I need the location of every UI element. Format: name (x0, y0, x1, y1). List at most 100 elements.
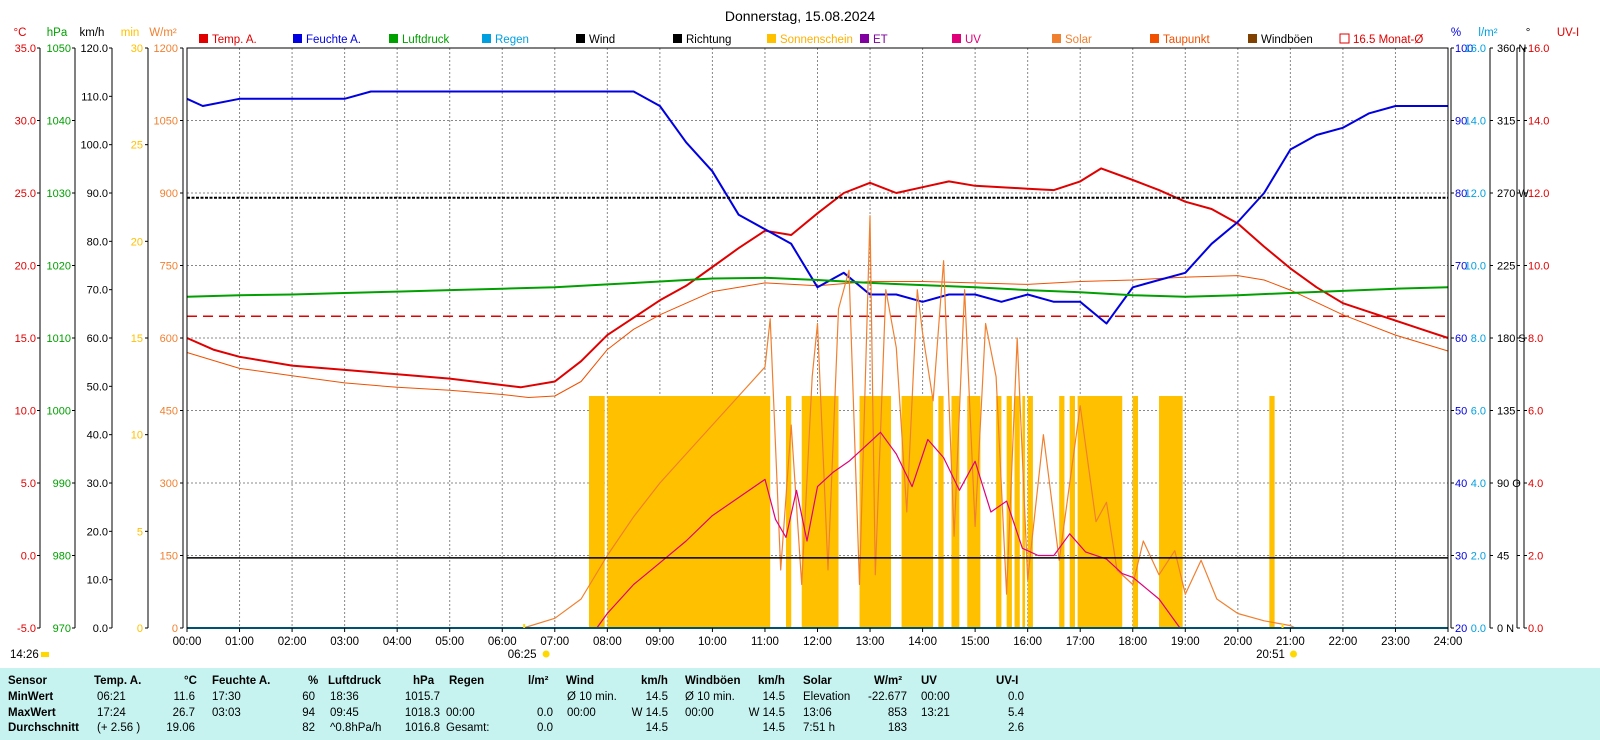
axis-tick-label: 315 (1497, 116, 1515, 128)
current-time-label: 14:26 (10, 649, 39, 661)
legend-label: Solar (1065, 34, 1092, 46)
x-tick-label: 03:00 (330, 636, 359, 648)
sunshine-bar (1069, 396, 1075, 628)
legend-label: Luftdruck (402, 34, 450, 46)
sunshine-bar (801, 396, 839, 628)
stats-cell-wind-t: 00:00 (567, 706, 596, 719)
stats-cell-temp-v: 11.6 (173, 691, 195, 703)
axis-tick-label: 2.0 (1471, 551, 1486, 563)
stats-header-press: Luftdruck (328, 675, 382, 687)
stats-cell-press-t: 18:36 (330, 691, 359, 703)
axis-tick-label: 15 (131, 333, 143, 345)
legend-swatch (482, 34, 491, 43)
axis-tick-label: 300 (160, 478, 178, 490)
stats-header-wind: Wind (566, 675, 594, 687)
axis-tick-label: 6.0 (1471, 406, 1486, 418)
axis-tick-label: 12.0 (1465, 188, 1486, 200)
legend-label: Windböen (1261, 34, 1313, 46)
axis-tick-label: 90 (1455, 116, 1467, 128)
axis-tick-label: 750 (160, 261, 178, 273)
x-tick-label: 20:00 (1223, 636, 1252, 648)
axis-tick-label: 1010 (47, 333, 71, 345)
axis-tick-label: 70.0 (87, 285, 108, 297)
axis-tick-label: 90 O (1497, 478, 1521, 490)
axis-tick-label: 0.0 (93, 623, 108, 635)
axis-tick-label: 10.0 (1465, 261, 1486, 273)
stats-cell-wind-v: W 14.5 (631, 706, 668, 719)
stats-cell-solar-t: 7:51 h (803, 722, 835, 734)
axis-tick-label: 80.0 (87, 236, 108, 248)
axis-tick-label: 15.0 (15, 333, 36, 345)
axis-tick-label: 120.0 (80, 43, 108, 55)
stats-cell-solar-v: 853 (887, 706, 907, 719)
axis-tick-label: 25 (131, 140, 143, 152)
x-tick-label: 09:00 (645, 636, 674, 648)
axis-tick-label: 10.0 (15, 406, 36, 418)
axis-tick-label: 60.0 (87, 333, 108, 345)
axis-tick-label: 8.0 (1528, 333, 1543, 345)
axis-tick-label: 6.0 (1528, 406, 1543, 418)
axis-tick-label: 10 (131, 430, 143, 442)
axis-unit-right: % (1451, 27, 1461, 39)
stats-cell-temp-v: 26.7 (172, 706, 195, 719)
axis-tick-label: 30 (131, 43, 143, 55)
axis-tick-label: 2.0 (1528, 551, 1543, 563)
stats-header-hum: Feuchte A. (212, 675, 271, 687)
weather-chart: Donnerstag, 15.08.2024 Temp. A. Feuchte A… (10, 8, 1579, 661)
axis-tick-label: 270 W (1497, 188, 1529, 200)
series-line-luftdruck (186, 276, 1449, 298)
stats-header-rain: Regen (449, 675, 485, 687)
stats-cell-solar-t: Elevation (803, 691, 851, 703)
axis-tick-label: 0 (137, 623, 143, 635)
stats-cell-press-v: 1015.7 (404, 691, 440, 703)
stats-cell-press-v: 1018.3 (404, 706, 440, 719)
x-tick-label: 17:00 (1066, 636, 1095, 648)
axis-unit-left: min (121, 27, 140, 39)
axis-tick-label: 135 (1497, 406, 1515, 418)
axis-unit-right: l/m² (1478, 27, 1497, 39)
axis-tick-label: 16.0 (1465, 43, 1486, 55)
axis-tick-label: 70 (1455, 261, 1467, 273)
legend-swatch (293, 34, 302, 43)
axis-tick-label: 360 N (1497, 43, 1526, 55)
sunshine-bar (1022, 396, 1026, 628)
stats-cell-wind-v: 14.5 (645, 722, 668, 734)
stats-header-gust: Windböen (685, 675, 741, 687)
axis-tick-label: 80 (1455, 188, 1467, 200)
x-tick-label: 10:00 (698, 636, 727, 648)
sunshine-bar (996, 396, 1002, 628)
axis-tick-label: 970 (53, 623, 71, 635)
axis-tick-label: 990 (53, 478, 71, 490)
axis-tick-label: 225 (1497, 261, 1515, 273)
stats-cell-press-t: ^0.8hPa/h (330, 722, 382, 734)
stats-cell-uv-t: 13:21 (921, 706, 950, 719)
sunshine-bar (1027, 396, 1033, 628)
x-tick-label: 08:00 (593, 636, 622, 648)
axis-tick-label: 1020 (47, 261, 71, 273)
axis-unit-left: hPa (47, 27, 68, 39)
axis-tick-label: 90.0 (87, 188, 108, 200)
chart-legend: Temp. A. Feuchte A. Luftdruck Regen Wind Rich… (199, 33, 1423, 46)
stats-cell-gust-t: 00:00 (685, 706, 714, 719)
axis-tick-label: 14.0 (1528, 116, 1549, 128)
stats-cell-press-t: 09:45 (330, 706, 359, 719)
stats-header-solar-unit: W/m² (874, 675, 903, 687)
x-tick-label: 22:00 (1329, 636, 1358, 648)
axis-tick-label: 600 (160, 333, 178, 345)
stats-header-uv-unit: UV-I (996, 675, 1019, 687)
stats-cell-solar-t: 13:06 (803, 706, 832, 719)
axis-tick-label: 0.0 (21, 551, 36, 563)
series-line-uv (596, 431, 1181, 629)
x-axis: 00:00 01:00 02:00 03:00 04:00 05:00 06:00 07:00… (10, 624, 1462, 661)
stats-cell-hum-v: 60 (302, 691, 315, 703)
axis-tick-label: 0 N (1497, 623, 1514, 635)
axis-tick-label: 40.0 (87, 430, 108, 442)
axis-tick-label: 5 (137, 526, 143, 538)
axis-tick-label: 5.0 (21, 478, 36, 490)
legend-label: Taupunkt (1163, 34, 1210, 46)
stats-cell-hum-v: 82 (302, 722, 315, 734)
stats-header-gust-unit: km/h (758, 675, 785, 687)
axis-tick-label: 1000 (47, 406, 71, 418)
axis-tick-label: 16.0 (1528, 43, 1549, 55)
axis-unit-left: W/m² (149, 27, 177, 39)
